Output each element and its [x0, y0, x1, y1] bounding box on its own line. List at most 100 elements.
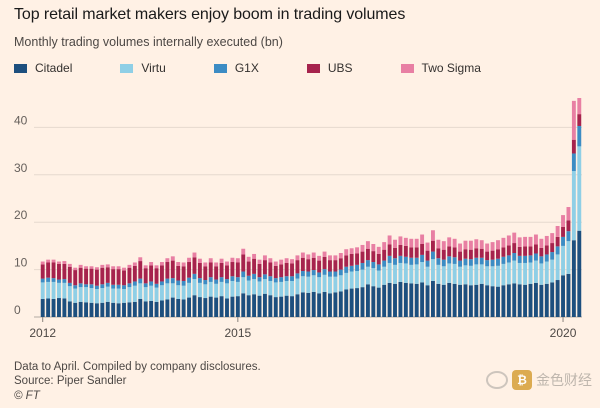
bar-segment-virtu	[436, 264, 441, 284]
bar-segment-ubs	[127, 267, 132, 284]
bar-segment-g1x	[290, 276, 294, 281]
bar-segment-two-sigma	[539, 238, 544, 248]
bar-segment-g1x	[344, 266, 349, 273]
bar-segment-g1x	[160, 281, 164, 286]
bar-segment-g1x	[523, 255, 528, 263]
bar-segment-citadel	[111, 302, 116, 317]
bar-segment-two-sigma	[241, 248, 246, 255]
bar-segment-ubs	[371, 251, 376, 263]
bar-segment-two-sigma	[122, 267, 126, 271]
bar-segment-ubs	[100, 267, 105, 285]
bar-segment-citadel	[89, 302, 94, 317]
bar-segment-ubs	[387, 244, 392, 256]
bar-segment-citadel	[479, 283, 484, 317]
bar-segment-g1x	[187, 277, 191, 283]
bar-segment-citadel	[78, 301, 83, 317]
bar-segment-virtu	[40, 282, 45, 299]
bar-segment-g1x	[116, 284, 121, 289]
bar-segment-two-sigma	[279, 259, 284, 265]
bar-segment-citadel	[414, 283, 419, 317]
bar-segment-citadel	[533, 282, 538, 317]
bar-segment-citadel	[447, 282, 452, 317]
bar-segment-g1x	[67, 282, 72, 287]
footnote-data-note: Data to April. Compiled by company discl…	[14, 361, 261, 373]
bar-segment-virtu	[252, 279, 257, 295]
bar-segment-citadel	[539, 284, 544, 317]
bar-segment-g1x	[279, 277, 284, 282]
bar-segment-two-sigma	[436, 239, 441, 249]
bar-segment-ubs	[219, 262, 224, 278]
bar-segment-g1x	[322, 269, 327, 275]
bar-segment-ubs	[425, 250, 430, 261]
bar-segment-g1x	[100, 284, 105, 289]
bar-segment-g1x	[420, 254, 425, 263]
bar-segment-two-sigma	[149, 262, 154, 266]
bar-segment-ubs	[382, 249, 387, 261]
bar-segment-citadel	[523, 284, 528, 317]
bar-segment-citadel	[149, 300, 154, 317]
bar-segment-g1x	[409, 257, 414, 265]
bar-segment-g1x	[338, 269, 343, 276]
bar-segment-two-sigma	[203, 262, 208, 267]
bar-segment-virtu	[322, 274, 327, 292]
bar-segment-citadel	[127, 302, 132, 317]
bar-segment-two-sigma	[490, 242, 495, 251]
bar-segment-g1x	[197, 278, 202, 283]
y-tick-label: 40	[14, 113, 28, 127]
bar-segment-two-sigma	[257, 259, 262, 264]
bar-segment-virtu	[290, 280, 294, 297]
bar-segment-two-sigma	[219, 258, 224, 263]
bar-segment-citadel	[517, 284, 522, 317]
bar-segment-two-sigma	[246, 256, 251, 262]
bar-segment-two-sigma	[387, 235, 392, 245]
bar-segment-two-sigma	[344, 249, 349, 256]
bar-segment-ubs	[246, 261, 251, 276]
y-tick-label: 20	[14, 208, 28, 222]
bar-segment-ubs	[414, 247, 419, 258]
bar-segment-virtu	[214, 283, 219, 298]
bar-segment-g1x	[577, 125, 582, 147]
bar-segment-g1x	[84, 284, 89, 288]
bar-segment-citadel	[197, 297, 202, 317]
bar-segment-ubs	[403, 245, 408, 257]
bar-segment-citadel	[322, 291, 327, 317]
bar-segment-two-sigma	[365, 241, 370, 249]
bar-segment-virtu	[561, 245, 565, 276]
bar-segment-virtu	[398, 262, 403, 282]
bar-segment-two-sigma	[214, 262, 219, 267]
bar-segment-ubs	[528, 246, 533, 256]
bar-segment-two-sigma	[523, 236, 528, 247]
bar-segment-ubs	[284, 262, 289, 277]
bar-segment-ubs	[506, 245, 511, 256]
bar-segment-two-sigma	[154, 265, 159, 269]
bar-segment-ubs	[447, 246, 452, 257]
bar-segment-virtu	[496, 265, 500, 287]
bar-segment-g1x	[273, 278, 278, 283]
bar-segment-virtu	[333, 276, 338, 293]
bar-segment-ubs	[176, 265, 181, 281]
bar-segment-citadel	[338, 291, 343, 317]
bar-segment-two-sigma	[111, 266, 116, 270]
bar-segment-virtu	[127, 287, 132, 303]
bar-segment-virtu	[528, 262, 533, 284]
bar-segment-g1x	[533, 253, 538, 261]
bar-segment-citadel	[333, 292, 338, 317]
bar-segment-citadel	[544, 283, 549, 317]
bar-segment-virtu	[181, 285, 186, 300]
bar-segment-citadel	[458, 284, 462, 317]
bar-segment-citadel	[496, 286, 500, 317]
bar-segment-ubs	[333, 260, 338, 272]
bar-segment-g1x	[561, 236, 565, 246]
bar-segment-g1x	[46, 277, 51, 282]
bar-segment-ubs	[67, 266, 72, 283]
bar-segment-virtu	[414, 264, 419, 284]
bar-segment-virtu	[154, 287, 159, 302]
bar-segment-ubs	[273, 265, 278, 279]
bar-segment-ubs	[197, 262, 202, 279]
bar-segment-citadel	[300, 292, 305, 317]
legend-swatch	[120, 63, 134, 73]
bar-segment-virtu	[349, 271, 354, 289]
bar-segment-ubs	[46, 262, 51, 278]
bar-segment-virtu	[512, 260, 517, 284]
bar-segment-virtu	[241, 277, 246, 294]
